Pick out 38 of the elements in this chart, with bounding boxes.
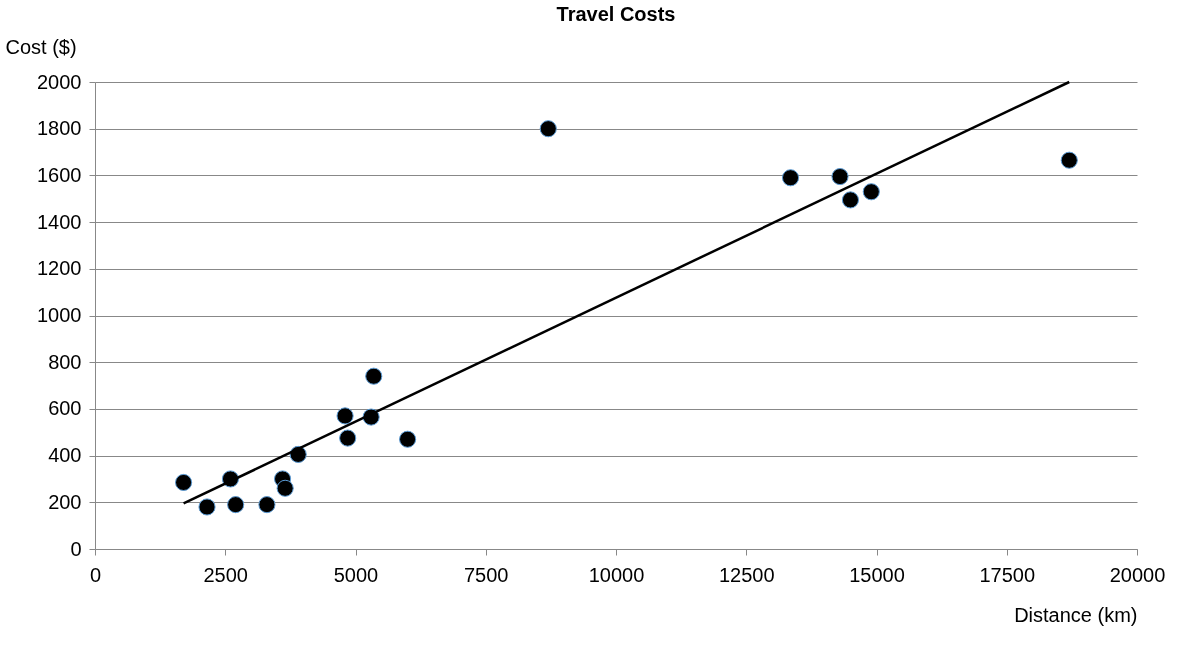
point: [1060, 151, 1078, 169]
point: [339, 429, 357, 447]
x-axis-title: Distance (km): [1014, 603, 1138, 626]
y-tick-label: 0: [70, 537, 82, 560]
y-tick-label: 200: [48, 490, 82, 513]
y-tick-label: 1600: [37, 163, 82, 186]
y-tick-label: 1800: [37, 117, 82, 140]
point: [258, 496, 276, 514]
y-tick-label: 1200: [37, 257, 82, 280]
point: [781, 169, 800, 187]
point: [831, 168, 849, 186]
x-tick-label: 0: [89, 563, 102, 586]
point: [862, 183, 880, 201]
x-tick-label: 12500: [718, 563, 775, 586]
point: [539, 120, 557, 138]
point: [175, 473, 193, 491]
x-tick-label: 17500: [979, 563, 1036, 586]
x-tick-label: 5000: [333, 563, 379, 586]
y-tick-label: 2000: [37, 70, 82, 93]
point: [276, 479, 294, 497]
x-tick-label: 10000: [588, 563, 645, 586]
x-tick-label: 15000: [849, 563, 905, 586]
y-tick-label: 1000: [37, 304, 82, 326]
chart-title: Travel Costs: [556, 3, 676, 25]
y-tick-label: 600: [48, 397, 82, 420]
x-tick-label: 20000: [1109, 563, 1166, 586]
y-tick-label: 800: [48, 350, 82, 373]
y-axis-title: Cost ($): [5, 35, 77, 58]
y-tick-label: 400: [48, 444, 82, 467]
point: [399, 430, 417, 448]
y-tick-label: 1400: [37, 210, 82, 233]
x-tick-label: 7500: [464, 563, 509, 586]
point: [227, 496, 245, 514]
point: [365, 367, 383, 385]
point: [198, 498, 216, 516]
x-tick-label: 2500: [203, 563, 248, 586]
point: [336, 407, 354, 425]
point: [841, 191, 860, 209]
